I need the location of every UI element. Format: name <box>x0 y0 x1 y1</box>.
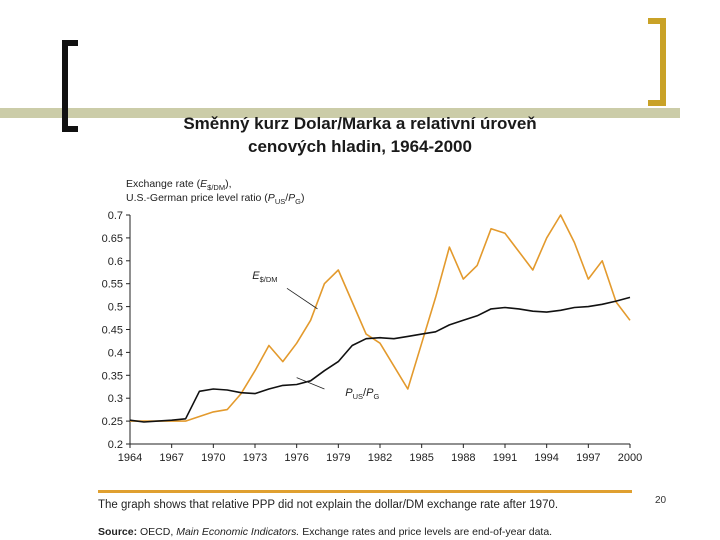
x-tick-label: 1973 <box>243 452 267 464</box>
y-tick-label: 0.2 <box>108 439 123 451</box>
x-tick-label: 1997 <box>576 452 600 464</box>
y-tick-label: 0.55 <box>102 279 123 291</box>
chart-source: Source: OECD, Main Economic Indicators. … <box>98 526 552 538</box>
chart-caption: The graph shows that relative PPP did no… <box>98 499 559 511</box>
y-tick-label: 0.7 <box>108 210 123 222</box>
x-tick-label: 1982 <box>368 452 392 464</box>
y-tick-label: 0.45 <box>102 325 123 337</box>
x-tick-label: 1988 <box>451 452 475 464</box>
x-tick-label: 1991 <box>493 452 517 464</box>
series-line-exchange-rate <box>130 214 631 422</box>
source-org: OECD, <box>140 526 174 538</box>
source-label: Source: <box>98 526 138 538</box>
leader-line-price-ratio <box>296 377 325 390</box>
right-bracket-top <box>648 18 666 24</box>
y-ticks: 0.2 0.25 0.3 0.35 0.4 0.45 0.5 0.55 0.6 0.65 0.7 <box>102 210 130 451</box>
y-tick-label: 0.3 <box>108 393 123 405</box>
x-tick-label: 1967 <box>159 452 183 464</box>
source-publication: Main Economic Indicators. <box>176 526 300 538</box>
y-tick-label: 0.5 <box>108 302 123 314</box>
x-tick-label: 1970 <box>201 452 225 464</box>
axes <box>129 215 630 445</box>
series-label-price-ratio: PUS/PG <box>345 387 379 401</box>
slide-title: Směnný kurz Dolar/Marka a relativní úrov… <box>120 112 600 158</box>
right-bracket <box>660 18 666 106</box>
title-band <box>0 108 680 118</box>
y-tick-label: 0.25 <box>102 416 123 428</box>
ylabel-line1: Exchange rate (E$/DM), <box>126 178 232 192</box>
x-ticks: 1964 1967 1970 1973 1976 1979 1982 1985 1988 1991… <box>118 444 642 464</box>
slide-title-line2: cenových hladin, 1964-2000 <box>248 137 472 156</box>
ylabel-line2: U.S.-German price level ratio (PUS/PG) <box>126 192 305 206</box>
slide-title-line1: Směnný kurz Dolar/Marka a relativní úrov… <box>183 114 537 133</box>
x-tick-label: 1976 <box>284 452 308 464</box>
left-bracket-top <box>62 40 78 46</box>
y-tick-label: 0.6 <box>108 256 123 268</box>
right-bracket-bottom <box>648 100 666 106</box>
x-tick-label: 1985 <box>409 452 433 464</box>
series-line-price-ratio <box>129 296 631 423</box>
caption-rule <box>98 490 632 493</box>
y-tick-label: 0.4 <box>108 347 123 359</box>
x-tick-label: 1964 <box>118 452 142 464</box>
y-tick-label: 0.35 <box>102 370 123 382</box>
leader-line-exchange-rate <box>286 287 318 310</box>
page-number: 20 <box>655 495 667 506</box>
series-label-exchange-rate: E$/DM <box>252 270 277 284</box>
x-tick-label: 1994 <box>534 452 558 464</box>
x-tick-label: 2000 <box>618 452 642 464</box>
x-tick-label: 1979 <box>326 452 350 464</box>
left-bracket-bottom <box>62 126 78 132</box>
y-tick-label: 0.65 <box>102 233 123 245</box>
series-layer <box>129 214 631 423</box>
source-rest: Exchange rates and price levels are end-… <box>302 526 553 538</box>
left-bracket <box>62 40 68 132</box>
